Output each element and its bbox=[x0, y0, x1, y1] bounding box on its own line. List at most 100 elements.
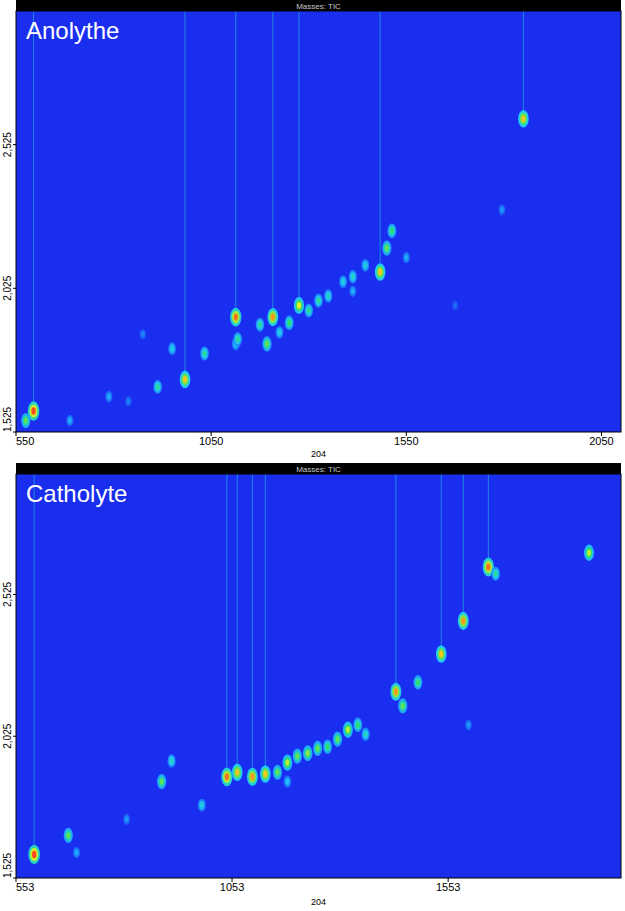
spot-middle bbox=[404, 254, 409, 262]
spot-core bbox=[203, 351, 206, 356]
spot bbox=[491, 567, 500, 581]
y-tick-label: 2,525 bbox=[2, 582, 13, 607]
spot-core bbox=[288, 320, 291, 326]
panel: Masses: TICAnolythe5501050155020502041,5… bbox=[2, 0, 621, 459]
spot-core bbox=[494, 571, 497, 576]
spot-core bbox=[394, 688, 398, 695]
streak bbox=[226, 474, 227, 777]
spot-middle bbox=[392, 686, 399, 698]
spot-core bbox=[307, 308, 310, 313]
spot-core bbox=[454, 304, 456, 308]
spot-core bbox=[390, 228, 393, 234]
spot-core bbox=[235, 769, 239, 776]
streak bbox=[265, 474, 266, 774]
spot bbox=[276, 326, 284, 339]
spot-outer bbox=[284, 776, 291, 788]
spot-middle bbox=[159, 776, 165, 786]
spot-middle bbox=[345, 724, 352, 735]
spot-core bbox=[378, 269, 382, 276]
streak bbox=[380, 11, 381, 272]
spot-middle bbox=[355, 720, 361, 730]
spot bbox=[403, 252, 410, 264]
spot-core bbox=[271, 314, 275, 321]
spot-core bbox=[200, 803, 203, 808]
spot bbox=[125, 396, 131, 406]
spot-core bbox=[276, 769, 279, 775]
spot-core bbox=[263, 771, 267, 778]
spot-outer bbox=[105, 391, 112, 403]
spot-core bbox=[258, 322, 261, 327]
spot-outer bbox=[413, 675, 422, 690]
spot-core bbox=[405, 255, 408, 259]
spot bbox=[304, 303, 313, 317]
spot-middle bbox=[277, 328, 282, 337]
spot-middle bbox=[453, 302, 457, 309]
spot-middle bbox=[234, 766, 241, 778]
spot-outer bbox=[180, 371, 191, 389]
spot-middle bbox=[124, 816, 129, 823]
spot bbox=[221, 767, 232, 786]
spot-core bbox=[142, 332, 144, 336]
x-axis-label: 204 bbox=[311, 449, 326, 459]
spot bbox=[436, 645, 447, 663]
x-tick-label: 1053 bbox=[220, 881, 244, 893]
spot-middle bbox=[520, 113, 527, 125]
spot-core bbox=[351, 274, 354, 279]
spot-outer bbox=[584, 545, 594, 561]
spot-middle bbox=[232, 311, 240, 324]
streak bbox=[488, 474, 489, 567]
header: Masses: TIC bbox=[296, 465, 341, 474]
y-tick-label: 2,025 bbox=[2, 275, 13, 300]
spot-outer bbox=[276, 326, 284, 339]
spot-core bbox=[316, 746, 319, 752]
spot-middle bbox=[466, 721, 471, 728]
spot-core bbox=[160, 779, 163, 785]
spot-core bbox=[127, 399, 129, 403]
spot-middle bbox=[286, 318, 292, 328]
spot-core bbox=[317, 298, 320, 303]
spot-core bbox=[439, 651, 443, 658]
spot bbox=[285, 315, 294, 330]
spot-core bbox=[170, 758, 173, 763]
spot-core bbox=[336, 736, 339, 742]
spot bbox=[349, 270, 357, 283]
spot bbox=[64, 828, 73, 843]
spot-outer bbox=[499, 204, 506, 215]
spot-middle bbox=[199, 801, 204, 810]
figure: Masses: TICAnolythe5501050155020502041,5… bbox=[0, 0, 625, 911]
spot-middle bbox=[262, 768, 269, 780]
spot bbox=[353, 718, 362, 733]
spot-middle bbox=[257, 320, 263, 330]
spot-outer bbox=[66, 415, 73, 427]
spot-outer bbox=[339, 275, 347, 288]
spot-core bbox=[69, 418, 72, 422]
spot-outer bbox=[293, 748, 302, 763]
spot-core bbox=[327, 294, 330, 299]
streak bbox=[252, 474, 253, 777]
spot bbox=[361, 259, 369, 272]
spot-outer bbox=[303, 745, 313, 761]
spot-middle bbox=[74, 849, 79, 857]
spot bbox=[21, 413, 30, 428]
spot-core bbox=[385, 245, 388, 251]
spot bbox=[339, 275, 347, 288]
spot-middle bbox=[67, 417, 72, 425]
spot-middle bbox=[269, 311, 276, 323]
spot-outer bbox=[21, 413, 30, 428]
spot bbox=[168, 342, 176, 355]
spot-outer bbox=[232, 763, 243, 781]
spot-middle bbox=[294, 751, 300, 761]
y-tick bbox=[13, 878, 16, 879]
spot-core bbox=[306, 750, 310, 756]
x-tick-label: 2050 bbox=[589, 435, 613, 447]
spot-outer bbox=[304, 303, 313, 317]
spot-middle bbox=[400, 701, 406, 711]
spot-core bbox=[467, 723, 470, 727]
spot bbox=[28, 845, 40, 864]
header-strip bbox=[16, 0, 621, 11]
spot-middle bbox=[169, 756, 175, 765]
header: Masses: TIC bbox=[296, 2, 341, 11]
spot-core bbox=[346, 727, 350, 733]
spot-core bbox=[416, 680, 419, 686]
spot-outer bbox=[125, 396, 131, 406]
